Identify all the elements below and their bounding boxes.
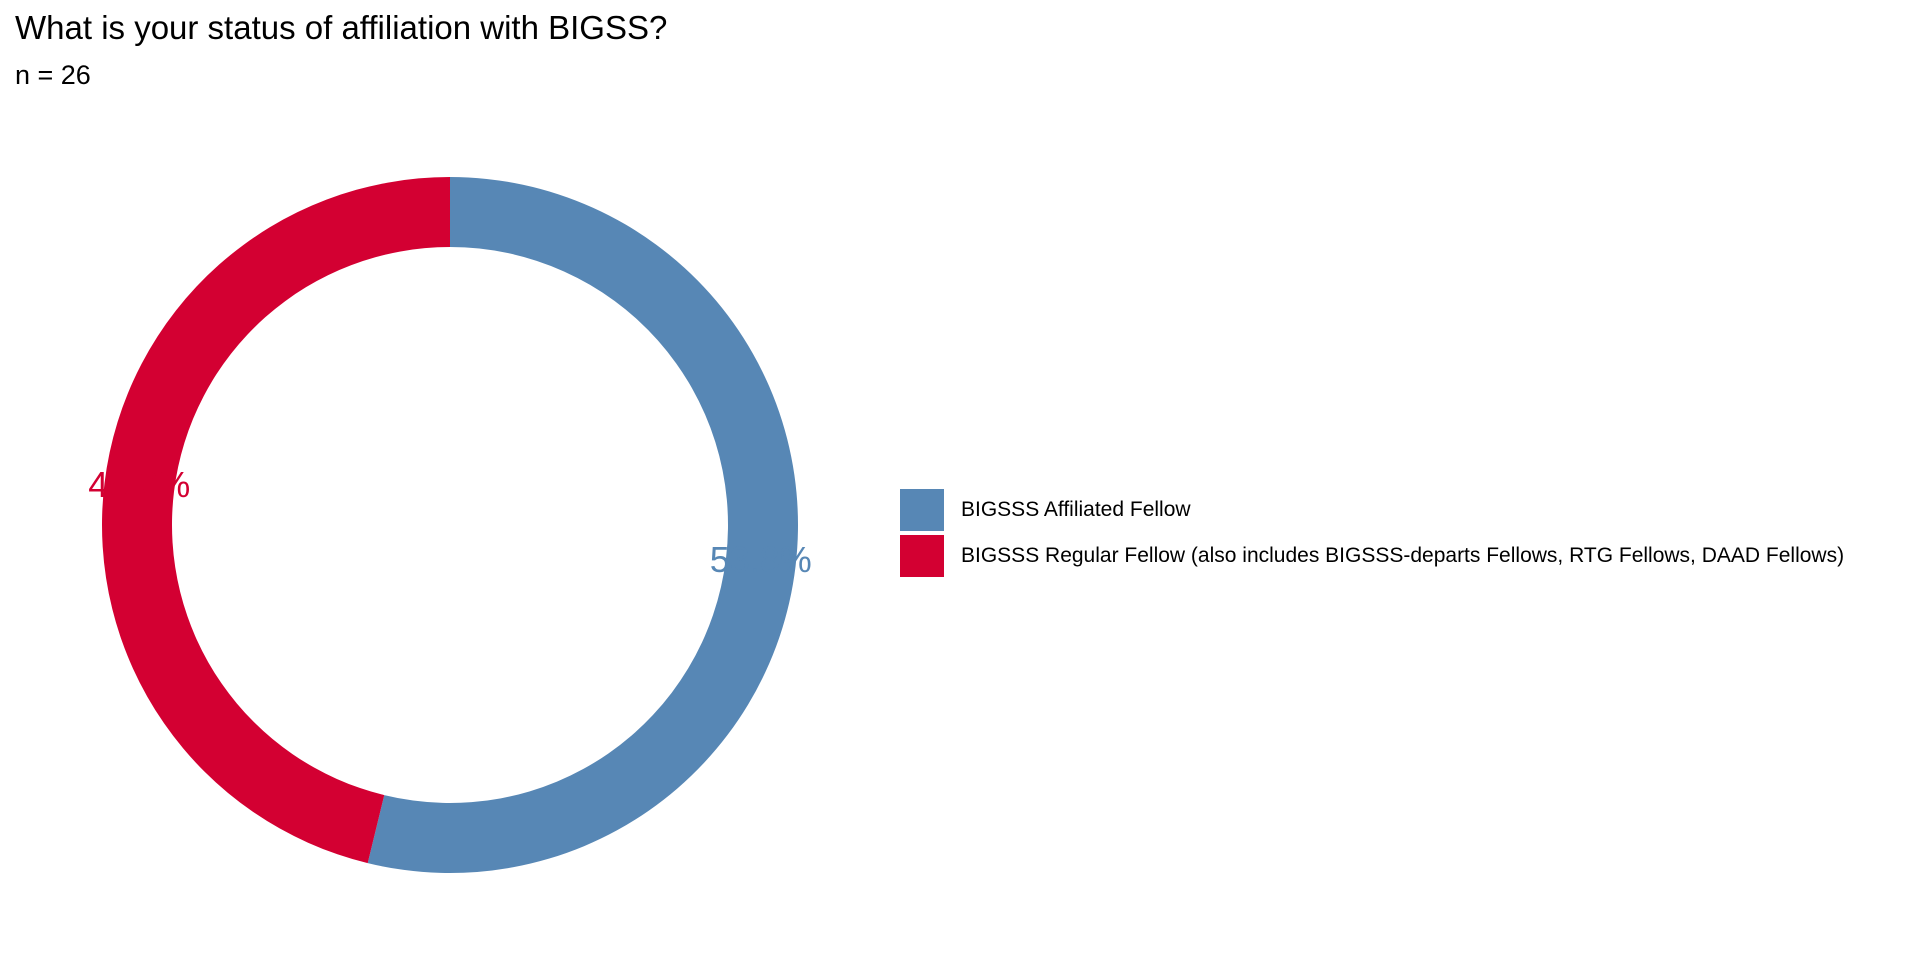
data-label-affiliated: 53.8% [710,539,812,580]
legend-item-affiliated: BIGSSS Affiliated Fellow [900,488,1844,532]
legend-swatch-affiliated [900,489,944,531]
chart-title: What is your status of affiliation with … [15,9,668,46]
legend: BIGSSS Affiliated Fellow BIGSSS Regular … [900,488,1844,580]
legend-label-regular: BIGSSS Regular Fellow (also includes BIG… [961,544,1845,567]
legend-label-affiliated: BIGSSS Affiliated Fellow [961,498,1191,521]
donut-slice-affiliated [367,177,798,873]
donut-slices [102,177,798,873]
chart-subtitle: n = 26 [15,60,91,90]
legend-item-regular: BIGSSS Regular Fellow (also includes BIG… [900,534,1844,578]
legend-swatch-regular [900,535,944,577]
donut-slice-regular [102,177,450,864]
donut-labels: 53.8% 46.2% [88,464,812,580]
data-label-regular: 46.2% [88,464,190,505]
